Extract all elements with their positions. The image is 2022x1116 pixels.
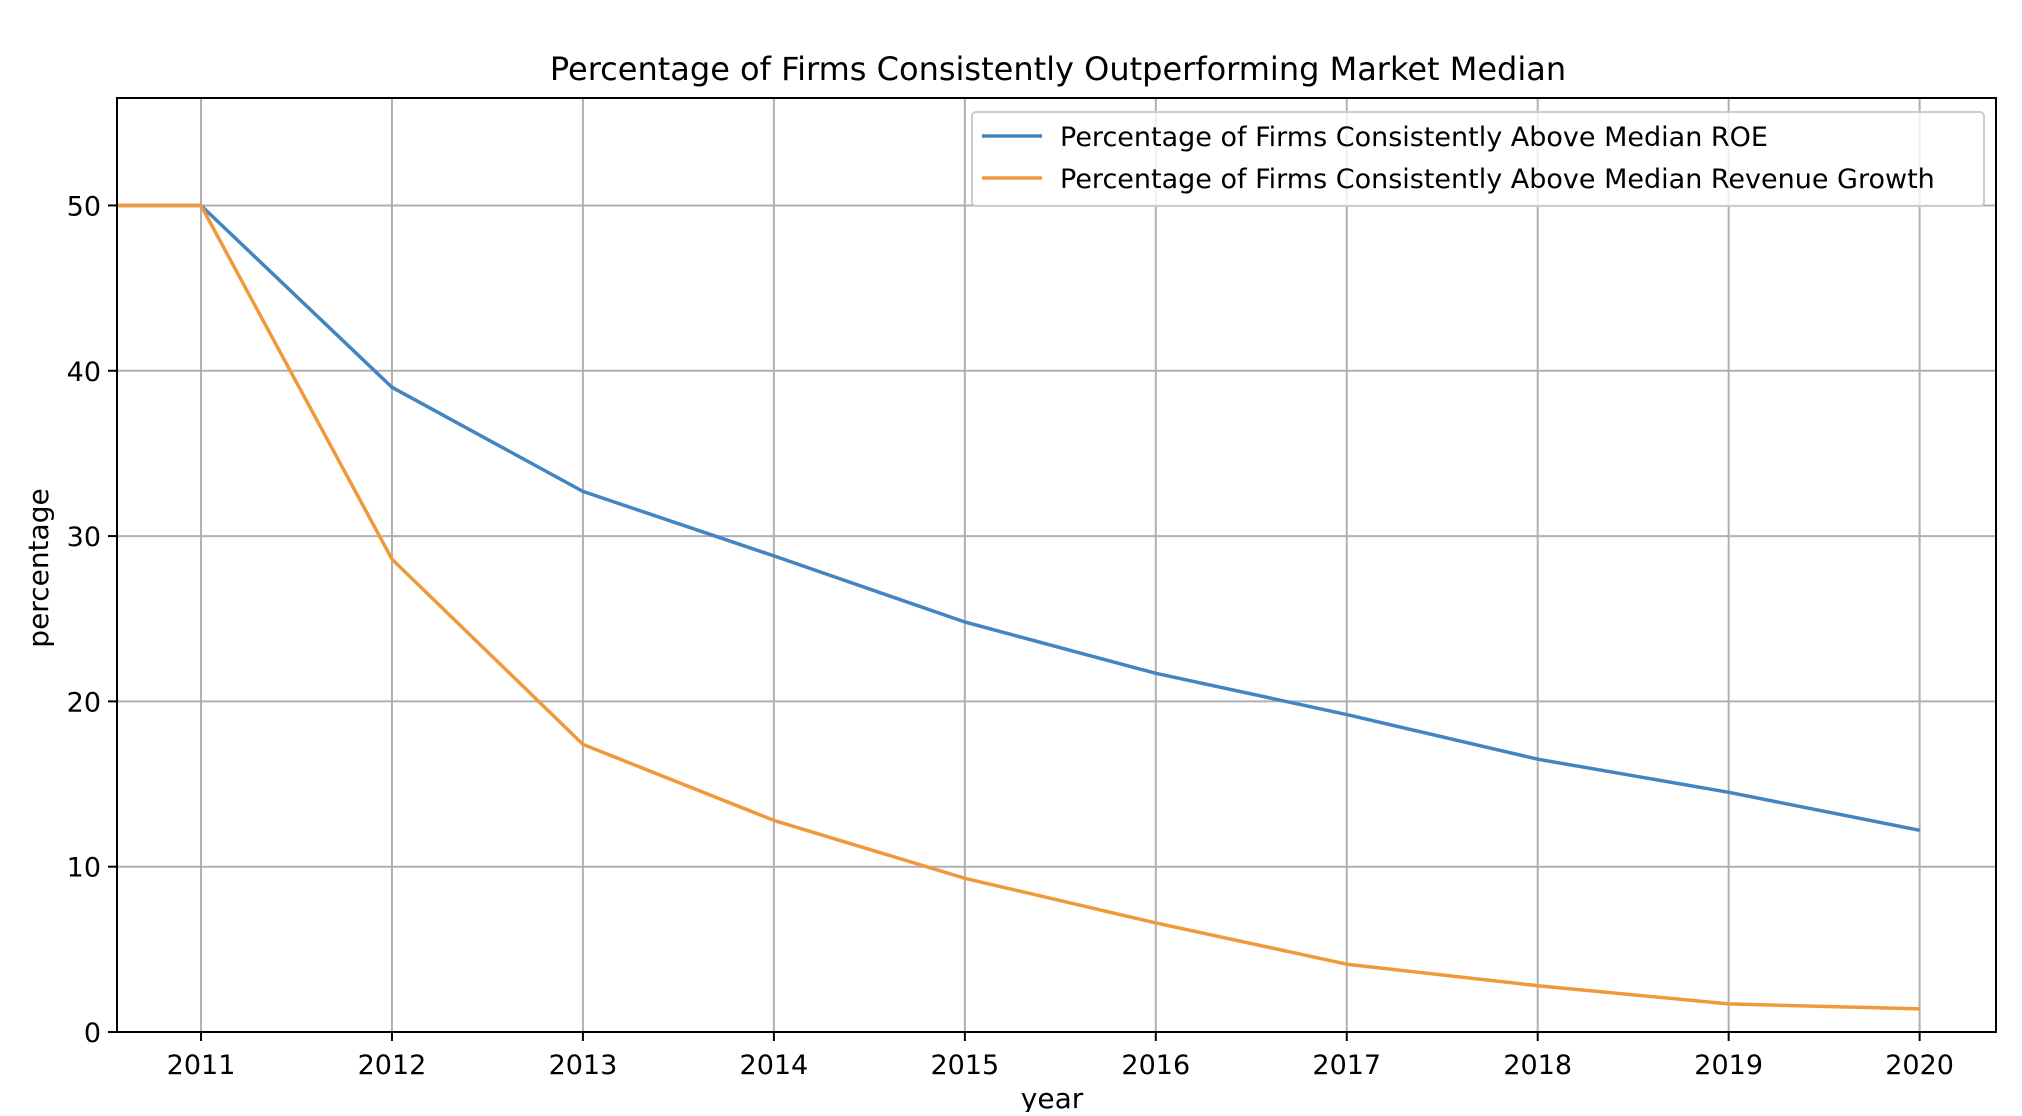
x-tick-label: 2014 [740, 1050, 809, 1081]
legend-label: Percentage of Firms Consistently Above M… [1060, 122, 1768, 153]
legend-label: Percentage of Firms Consistently Above M… [1060, 164, 1935, 195]
x-tick-label: 2012 [358, 1050, 427, 1081]
data-point [1536, 758, 1539, 761]
legend-box [971, 111, 1985, 207]
y-tick-label: 0 [84, 1018, 101, 1049]
data-point [1727, 1003, 1730, 1005]
data-point [1918, 829, 1921, 832]
y-tick-label: 20 [67, 687, 101, 718]
data-point [1727, 791, 1730, 794]
y-tick-label: 40 [67, 357, 101, 388]
y-tick-label: 50 [67, 191, 101, 222]
x-tick-label: 2011 [167, 1050, 236, 1081]
data-point [773, 555, 775, 557]
axis-ticks: 2011 2012 2013 2014 2015 2016 2017 2018 2019 2020… [67, 191, 1954, 1081]
data-point [391, 558, 393, 561]
data-point [1918, 1008, 1921, 1010]
series-lines [117, 203, 1921, 1011]
x-axis-label: year [1021, 1082, 1084, 1112]
x-tick-label: 2019 [1694, 1050, 1763, 1081]
y-tick-label: 10 [67, 853, 101, 884]
data-point [1345, 713, 1348, 716]
series-line-1 [117, 203, 1920, 833]
x-tick-label: 2018 [1503, 1050, 1572, 1081]
data-point [1154, 922, 1157, 924]
data-point [1345, 963, 1348, 966]
data-point [1154, 672, 1157, 675]
data-point [391, 386, 393, 389]
data-point [200, 204, 202, 207]
x-tick-label: 2016 [1121, 1050, 1190, 1081]
x-tick-label: 2013 [549, 1050, 618, 1081]
series-line-2 [117, 203, 1920, 1011]
data-point [582, 743, 584, 746]
x-tick-label: 2020 [1885, 1050, 1954, 1081]
data-point [773, 819, 775, 822]
data-point [964, 621, 966, 623]
y-tick-label: 30 [67, 522, 101, 553]
plot-frame [116, 97, 1997, 1033]
x-tick-label: 2015 [930, 1050, 999, 1081]
x-tick-label: 2017 [1312, 1050, 1381, 1081]
legend: Percentage of Firms Consistently Above M… [971, 111, 1985, 207]
data-point [964, 877, 966, 880]
data-point [582, 490, 584, 493]
y-axis-label: percentage [22, 488, 55, 647]
chart-title: Percentage of Firms Consistently Outperf… [550, 50, 1566, 88]
data-point [1536, 984, 1539, 987]
